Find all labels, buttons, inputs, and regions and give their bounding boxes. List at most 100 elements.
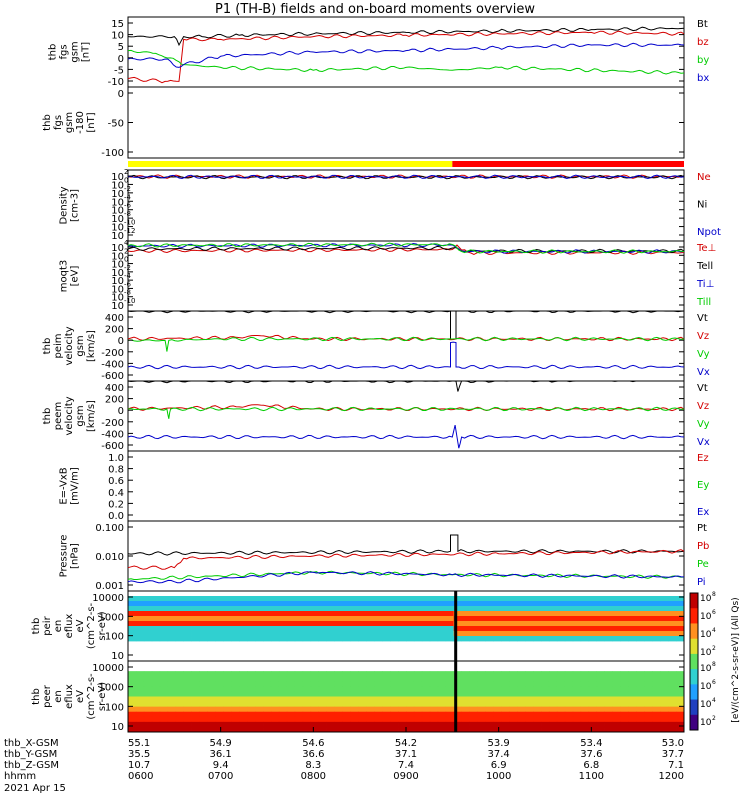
- series-line-Pt: [127, 534, 685, 556]
- series-line-Vx: [127, 424, 685, 449]
- heatmap-cell: [541, 701, 550, 708]
- y-label-fgs-sm-line: [nT]: [86, 112, 97, 132]
- heatmap-cell: [580, 726, 590, 733]
- heatmap-cell: [286, 676, 296, 682]
- heatmap-cell: [469, 681, 478, 687]
- heatmap-cell: [167, 621, 177, 627]
- heatmap-cell: [588, 611, 598, 617]
- heatmap-cell: [588, 681, 598, 687]
- heatmap-cell: [207, 626, 216, 632]
- heatmap-cell: [445, 616, 455, 622]
- heatmap-cell: [453, 706, 462, 713]
- heatmap-cell: [636, 701, 645, 708]
- heatmap-cell: [533, 636, 542, 642]
- heatmap-cell: [215, 706, 224, 713]
- heatmap-cell: [461, 706, 470, 713]
- y-label-peer-line: peer: [42, 684, 53, 708]
- heatmap-cell: [485, 701, 494, 708]
- heatmap-cell: [437, 616, 447, 622]
- heatmap-cell: [159, 686, 169, 692]
- heatmap-cell: [334, 616, 343, 622]
- heatmap-cell: [278, 696, 288, 702]
- heatmap-cell: [326, 726, 335, 733]
- heatmap-cell: [135, 691, 145, 697]
- heatmap-cell: [668, 701, 677, 708]
- heatmap-cell: [247, 626, 256, 632]
- heatmap-cell: [223, 691, 232, 697]
- heatmap-cell: [612, 626, 621, 632]
- heatmap-cell: [310, 711, 320, 718]
- y-label-pressure-line: [nPa]: [70, 543, 81, 569]
- heatmap-cell: [636, 616, 645, 622]
- heatmap-cell: [644, 606, 653, 612]
- heatmap-cell: [318, 611, 327, 617]
- x-tick-label: 37.6: [580, 749, 602, 760]
- heatmap-cell: [207, 596, 216, 602]
- heatmap-cell: [485, 631, 494, 637]
- series-line-bz: [127, 30, 685, 84]
- x-tick-label: 54.6: [302, 738, 324, 749]
- panel-frame-fgs: [127, 16, 685, 88]
- heatmap-cell: [302, 721, 312, 728]
- heatmap-cell: [167, 706, 177, 713]
- heatmap-cell: [374, 611, 383, 617]
- heatmap-cell: [406, 611, 415, 617]
- heatmap-cell: [191, 701, 200, 708]
- heatmap-cell: [509, 696, 518, 702]
- heatmap-cell: [167, 726, 177, 733]
- y-label-peem: thb peem velocity gsm [km/s]: [42, 396, 97, 435]
- heatmap-cell: [326, 721, 335, 728]
- heatmap-cell: [437, 696, 447, 702]
- heatmap-cell: [604, 706, 613, 713]
- heatmap-cell: [676, 601, 685, 607]
- heatmap-cell: [334, 686, 343, 692]
- heatmap-cell: [556, 721, 566, 728]
- y-tick-label: 10: [111, 276, 124, 287]
- heatmap-cell: [302, 686, 312, 692]
- heatmap-cell: [469, 631, 478, 637]
- heatmap-cell: [580, 721, 590, 728]
- heatmap-cell: [644, 721, 653, 728]
- heatmap-cell: [398, 701, 407, 708]
- heatmap-cell: [461, 601, 470, 607]
- heatmap-cell: [318, 626, 327, 632]
- heatmap-cell: [382, 631, 391, 637]
- heatmap-cell: [461, 681, 470, 687]
- heatmap-cell: [652, 691, 661, 697]
- heatmap-cell: [270, 686, 280, 692]
- heatmap-cell: [493, 601, 502, 607]
- heatmap-cell: [231, 636, 240, 642]
- heatmap-cell: [270, 701, 280, 708]
- heatmap-cell: [278, 606, 288, 612]
- y-label-peer-line: (cm^2-s-: [86, 673, 97, 720]
- heatmap-cell: [461, 686, 470, 692]
- heatmap-cell: [302, 631, 312, 637]
- heatmap-cell: [612, 691, 621, 697]
- heatmap-cell: [366, 606, 375, 612]
- y-label-temp-line: moqt3: [59, 260, 70, 293]
- heatmap-cell: [572, 631, 582, 637]
- heatmap-cell: [596, 616, 605, 622]
- heatmap-cell: [374, 606, 383, 612]
- heatmap-cell: [151, 701, 161, 708]
- heatmap-cell: [255, 726, 264, 733]
- heatmap-cell: [525, 606, 534, 612]
- x-tick-label: 8.3: [305, 760, 321, 771]
- heatmap-cell: [374, 626, 383, 632]
- heatmap-cell: [548, 611, 558, 617]
- heatmap-cell: [564, 706, 574, 713]
- heatmap-cell: [406, 631, 415, 637]
- heatmap-cell: [286, 711, 296, 718]
- heatmap-cell: [612, 721, 621, 728]
- heatmap-cell: [374, 631, 383, 637]
- heatmap-cell: [636, 696, 645, 702]
- heatmap-cell: [398, 626, 407, 632]
- heatmap-cell: [477, 621, 486, 627]
- y-tick-label: 5: [118, 42, 124, 53]
- legend-entry: Vt: [697, 313, 708, 324]
- heatmap-cell: [628, 611, 637, 617]
- heatmap-cell: [175, 616, 184, 622]
- heatmap-cell: [406, 671, 415, 677]
- series-line-Pe: [127, 570, 685, 580]
- heatmap-cell: [326, 601, 335, 607]
